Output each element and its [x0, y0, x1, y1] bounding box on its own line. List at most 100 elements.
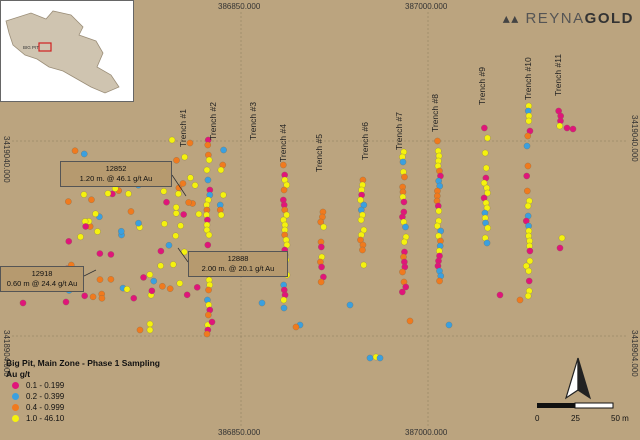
sample-point [204, 176, 212, 184]
inset-highlight-box [38, 42, 52, 52]
sample-point [220, 146, 227, 154]
sample-point [205, 156, 213, 164]
sample-point [187, 174, 194, 181]
sample-point [434, 222, 441, 230]
sample-point [195, 210, 203, 218]
sample-point [526, 247, 534, 255]
sample-point [80, 150, 88, 158]
sample-point [82, 223, 89, 230]
coord-bottom-1: 386850.000 [218, 428, 261, 437]
trench-label: Trench #9 [477, 67, 487, 105]
reynagold-logo: ▴▴ REYNAGOLD [502, 10, 634, 27]
sample-point [523, 172, 530, 180]
sample-point [157, 262, 164, 270]
trench-label: Trench #7 [394, 112, 404, 150]
sample-point [318, 243, 325, 251]
sample-point [65, 238, 73, 245]
sample-point [359, 246, 366, 254]
sample-point [157, 247, 165, 255]
sample-point [148, 287, 156, 295]
sample-point [318, 263, 325, 271]
callout-leaders [83, 174, 189, 277]
sample-point [191, 182, 199, 189]
sample-point [280, 186, 288, 194]
scale-label-0: 0 [535, 414, 540, 423]
sample-point [523, 142, 531, 150]
sample-point [400, 198, 408, 206]
sample-point [19, 299, 27, 307]
trench-label: Trench #8 [430, 94, 440, 132]
location-inset-map: BIG PIT [0, 0, 134, 102]
sample-point [159, 283, 166, 290]
sample-point [556, 122, 563, 130]
sample-point [217, 211, 225, 219]
sample-point [402, 223, 409, 231]
sample-point [180, 211, 187, 218]
sample-point [524, 162, 532, 170]
sample-point [123, 285, 131, 293]
sample-point [357, 196, 364, 204]
sample-point [525, 117, 532, 125]
sample-point [480, 179, 488, 187]
trench-label: Trench #1 [178, 109, 188, 147]
sample-point [524, 187, 531, 195]
sample-point [179, 180, 187, 187]
sample-point [283, 181, 290, 189]
callout-12918: 12918 0.60 m @ 24.4 g/t Au [0, 266, 84, 292]
sample-point [146, 320, 154, 328]
sample-point [136, 326, 144, 334]
sample-point [146, 271, 154, 278]
legend-swatch [12, 393, 19, 400]
scale-label-50: 50 m [611, 414, 629, 423]
sample-point [376, 354, 384, 362]
sample-point [173, 157, 180, 164]
sample-point [127, 208, 135, 215]
sample-point [217, 166, 225, 174]
sample-point [445, 321, 453, 329]
scale-label-25: 25 [571, 414, 580, 423]
sample-point [357, 216, 365, 224]
sample-point [71, 147, 79, 155]
sample-point [280, 161, 287, 169]
sample-point [98, 295, 106, 302]
legend-item: 0.1 - 0.199 [6, 380, 206, 391]
sample-point [399, 268, 406, 276]
sample-point [496, 291, 504, 299]
sample-point [65, 198, 72, 205]
legend-swatch [12, 382, 19, 389]
sample-point [283, 211, 290, 219]
sample-point [205, 311, 212, 319]
sample-point [205, 231, 213, 239]
coord-right-1: 3419040.000 [630, 115, 639, 162]
sample-point [161, 220, 168, 228]
sample-point [168, 136, 176, 144]
sample-point [183, 291, 191, 299]
sample-point [177, 222, 184, 230]
sample-point [524, 132, 532, 140]
sample-point [481, 124, 488, 132]
sample-point [346, 301, 354, 309]
sample-point [203, 330, 211, 338]
sample-point [258, 299, 266, 307]
sample-point [317, 278, 325, 286]
sample-point [320, 223, 327, 231]
sample-point [220, 191, 227, 199]
sample-point [205, 286, 212, 294]
sample-point [399, 288, 406, 296]
sample-point [366, 354, 374, 362]
trench-label: Trench #2 [208, 102, 218, 140]
sample-point [94, 228, 101, 235]
coord-bottom-2: 387000.000 [405, 428, 448, 437]
sample-point [525, 277, 533, 285]
trench-label: Trench #6 [360, 122, 370, 160]
trench-labels: Trench #1 Trench #2 Trench #3 Trench #4 Tren… [178, 54, 563, 172]
sample-point [569, 125, 577, 133]
coordinate-grid [12, 12, 628, 428]
trench-label: Trench #10 [523, 57, 533, 100]
sample-point [280, 304, 288, 312]
legend-item: 0.2 - 0.399 [6, 391, 206, 402]
sample-point [175, 190, 182, 198]
trench-label: Trench #4 [278, 124, 288, 162]
sample-point [146, 326, 154, 334]
coord-left-2: 3418904.000 [2, 330, 11, 377]
